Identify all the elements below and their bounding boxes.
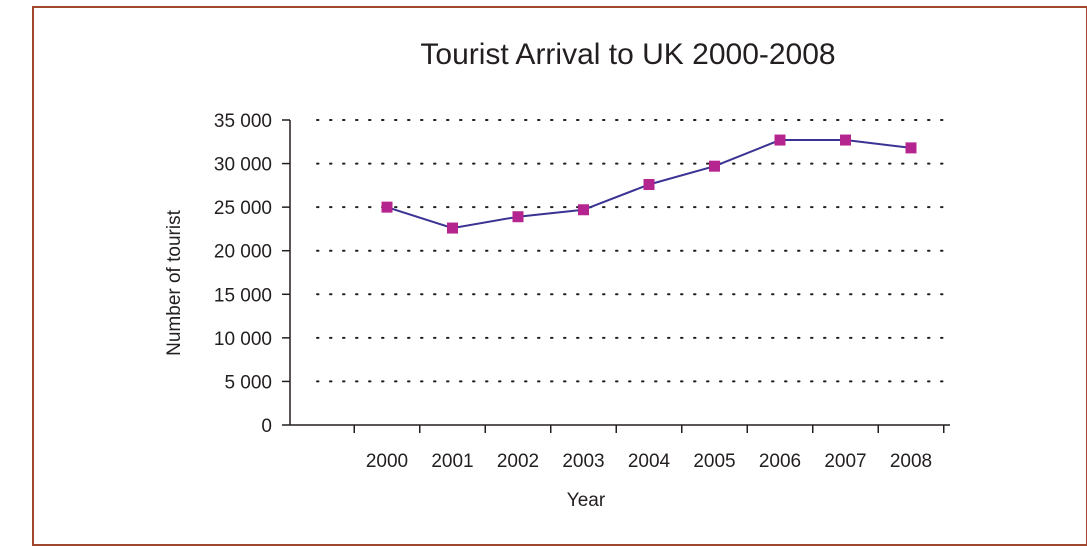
- y-tick-label: 15 000: [214, 285, 272, 306]
- y-tick-label: 20 000: [214, 242, 272, 263]
- data-point-marker: [578, 204, 589, 216]
- data-point-marker: [774, 134, 786, 146]
- y-tick-label: 10 000: [214, 329, 272, 350]
- data-point-marker: [643, 178, 655, 190]
- y-tick-label: 35 000: [214, 111, 272, 132]
- x-tick-label: 2004: [628, 451, 671, 472]
- chart-title: Tourist Arrival to UK 2000-2008: [420, 38, 835, 71]
- data-point-marker: [840, 134, 851, 146]
- data-point-marker: [512, 211, 524, 223]
- data-point-marker: [381, 201, 393, 213]
- x-tick-label: 2006: [759, 451, 801, 472]
- data-point-marker: [905, 142, 917, 154]
- y-tick-label: 30 000: [214, 155, 272, 176]
- line-chart: Tourist Arrival to UK 2000-2008 0 5 000 10…: [164, 38, 950, 511]
- chart-frame: [32, 6, 1087, 546]
- y-axis-ticks: 0 5 000 10 000 15 000 20 000 25 000 30 000 35 0…: [214, 111, 290, 437]
- x-tick-label: 2000: [366, 451, 408, 472]
- series-group: [381, 134, 917, 234]
- x-tick-label: 2008: [890, 451, 932, 472]
- y-axis-label: Number of tourist: [164, 209, 185, 355]
- x-tick-label: 2003: [562, 451, 604, 472]
- x-tick-label: 2001: [431, 451, 473, 472]
- x-axis-ticks: 2000 2001 2002 2003 2004 2005 2006 2007 2008: [353, 425, 945, 472]
- y-tick-label: 25 000: [214, 198, 272, 219]
- data-point-marker: [447, 222, 458, 234]
- data-point-marker: [709, 160, 720, 172]
- x-axis-label: Year: [567, 490, 606, 511]
- x-tick-label: 2007: [824, 451, 866, 472]
- y-tick-label: 5 000: [224, 372, 272, 393]
- x-tick-label: 2002: [497, 451, 539, 472]
- x-tick-label: 2005: [693, 451, 735, 472]
- axes: [289, 120, 950, 426]
- y-tick-label: 0: [261, 416, 272, 437]
- gridlines: [316, 119, 946, 383]
